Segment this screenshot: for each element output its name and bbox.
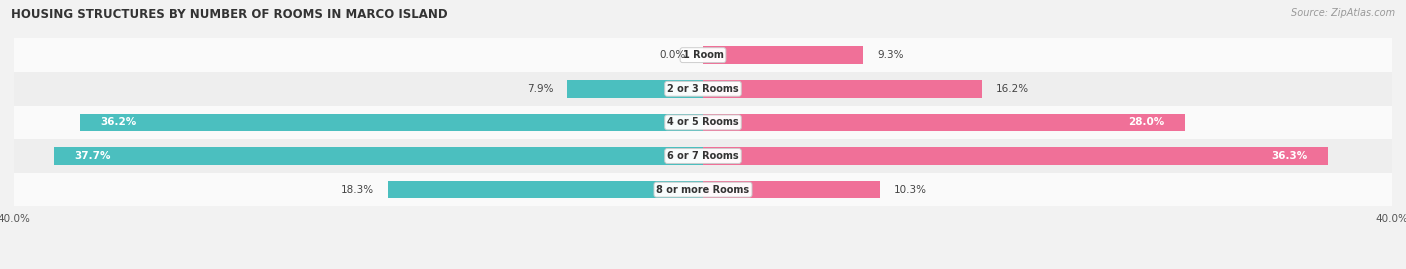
Bar — [703, 80, 981, 97]
Bar — [14, 38, 1392, 72]
Bar — [703, 147, 1329, 165]
Bar — [14, 105, 1392, 139]
Text: 2 or 3 Rooms: 2 or 3 Rooms — [668, 84, 738, 94]
Text: 6 or 7 Rooms: 6 or 7 Rooms — [668, 151, 738, 161]
Text: 36.2%: 36.2% — [100, 117, 136, 128]
Bar — [14, 173, 1392, 207]
Text: 9.3%: 9.3% — [877, 50, 904, 60]
Text: 28.0%: 28.0% — [1129, 117, 1164, 128]
Text: 37.7%: 37.7% — [75, 151, 111, 161]
Bar — [14, 139, 1392, 173]
Bar — [53, 147, 703, 165]
Text: 16.2%: 16.2% — [995, 84, 1029, 94]
Bar — [388, 181, 703, 199]
Bar — [703, 181, 880, 199]
Bar — [14, 72, 1392, 105]
Text: 10.3%: 10.3% — [894, 185, 927, 195]
Text: Source: ZipAtlas.com: Source: ZipAtlas.com — [1291, 8, 1395, 18]
Bar — [703, 46, 863, 64]
Text: 0.0%: 0.0% — [659, 50, 686, 60]
Text: 7.9%: 7.9% — [527, 84, 553, 94]
Text: HOUSING STRUCTURES BY NUMBER OF ROOMS IN MARCO ISLAND: HOUSING STRUCTURES BY NUMBER OF ROOMS IN… — [11, 8, 449, 21]
Bar — [567, 80, 703, 97]
Text: 18.3%: 18.3% — [340, 185, 374, 195]
Bar — [80, 114, 703, 131]
Bar — [703, 114, 1185, 131]
Text: 4 or 5 Rooms: 4 or 5 Rooms — [668, 117, 738, 128]
Text: 36.3%: 36.3% — [1271, 151, 1308, 161]
Text: 8 or more Rooms: 8 or more Rooms — [657, 185, 749, 195]
Text: 1 Room: 1 Room — [682, 50, 724, 60]
